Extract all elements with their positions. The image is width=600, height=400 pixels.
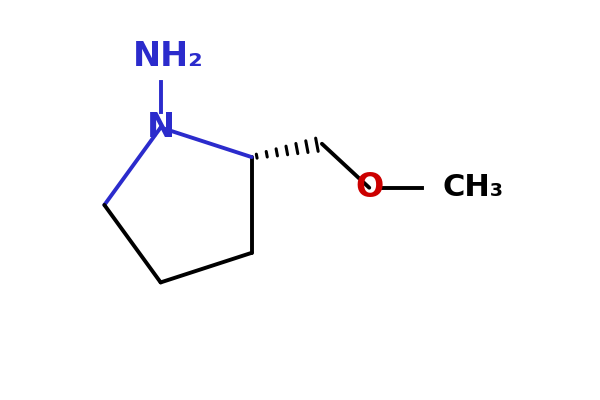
Text: CH₃: CH₃: [443, 173, 504, 202]
Text: NH₂: NH₂: [133, 40, 204, 72]
Text: N: N: [146, 111, 175, 144]
Text: O: O: [355, 171, 383, 204]
